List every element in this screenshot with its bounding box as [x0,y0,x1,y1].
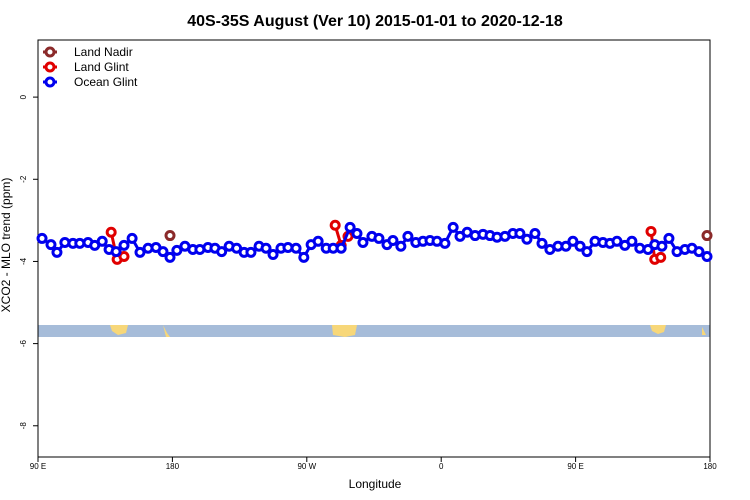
point [581,246,593,258]
point [514,228,526,240]
point [634,242,646,254]
y-tick-label: -2 [19,175,28,183]
point [387,234,399,246]
chart-title: 40S-35S August (Ver 10) 2015-01-01 to 20… [187,13,563,30]
legend-swatch [44,46,56,58]
point [118,251,130,263]
point [105,226,117,238]
point [344,221,356,233]
point [373,232,385,244]
legend-label: Ocean Glint [74,75,138,89]
x-tick-label: 90 E [567,462,583,471]
legend-swatch [44,61,56,73]
x-axis-label: Longitude [349,477,402,491]
point [298,251,310,263]
point [118,239,130,251]
x-tick-label: 180 [703,462,717,471]
y-tick-label: 0 [19,94,28,99]
map-strip [38,325,710,337]
point [164,251,176,263]
point [560,240,572,252]
point [656,240,668,252]
x-tick-label: 180 [166,462,180,471]
point [395,240,407,252]
legend-swatch [44,76,56,88]
point [260,242,272,254]
point [290,242,302,254]
plot-frame [37,39,711,458]
point [521,233,533,245]
point [536,237,548,249]
point [701,230,713,242]
y-axis-label: XCO2 - MLO trend (ppm) [0,178,13,313]
point [611,235,623,247]
point [351,228,363,240]
point [402,230,414,242]
point [171,244,183,256]
legend-label: Land Glint [74,60,129,74]
point [567,235,579,247]
point [36,232,48,244]
point [329,219,341,231]
legend-label: Land Nadir [74,45,133,59]
point [439,237,451,249]
point [126,232,138,244]
point [574,240,586,252]
x-tick-label: 90 E [30,462,46,471]
point [164,230,176,242]
point [267,248,279,260]
point [335,242,347,254]
point [663,232,675,244]
point [110,246,122,258]
point [693,246,705,258]
point [357,237,369,249]
point [216,246,228,258]
y-tick-label: -6 [19,340,28,348]
point [157,246,169,258]
x-tick-label: 0 [439,462,444,471]
point [51,246,63,258]
point [134,246,146,258]
point [245,246,257,258]
point [312,235,324,247]
y-tick-label: -4 [19,257,28,265]
point [655,251,667,263]
point [626,235,638,247]
point [45,239,57,251]
x-tick-label: 90 W [297,462,316,471]
y-tick-label: -8 [19,422,28,430]
point [529,228,541,240]
point [701,251,713,263]
point [447,221,459,233]
point [96,235,108,247]
point [645,225,657,237]
point [642,244,654,256]
